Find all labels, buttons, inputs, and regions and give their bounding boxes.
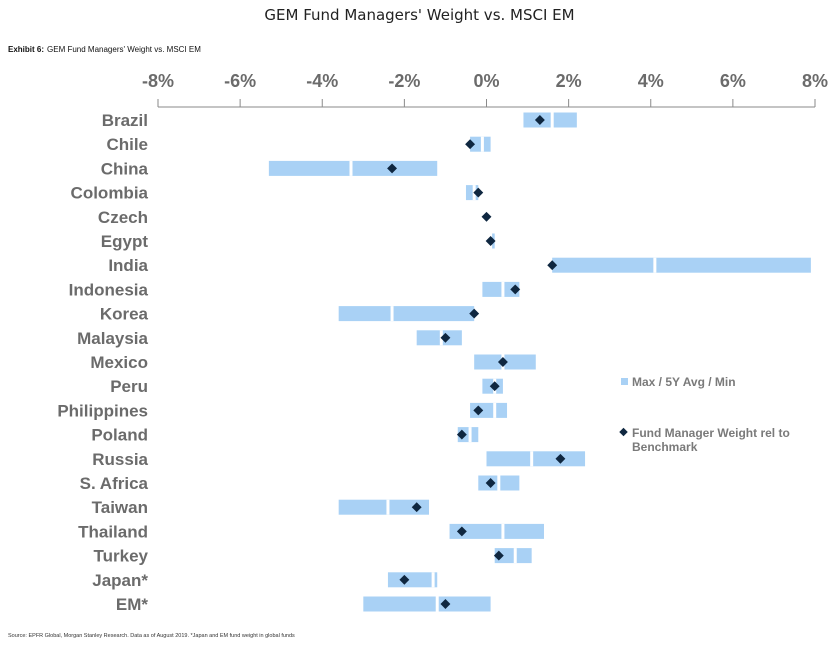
category-label: Poland [91, 426, 148, 445]
category-label: Taiwan [92, 498, 148, 517]
category-label: Chile [106, 135, 148, 154]
range-bar [338, 499, 430, 515]
exhibit-label: Exhibit 6: [8, 45, 45, 54]
weight-marker [534, 115, 545, 125]
weight-marker [555, 453, 566, 464]
exhibit-text: GEM Fund Managers' Weight vs. MSCI EM [47, 45, 201, 54]
weight-marker [485, 236, 496, 246]
legend-marker-label-2: Benchmark [632, 440, 698, 454]
category-label: Thailand [78, 522, 148, 541]
weight-marker [547, 260, 558, 271]
page-title: GEM Fund Managers' Weight vs. MSCI EM [264, 6, 575, 24]
category-label: Egypt [101, 232, 149, 251]
category-label: Philippines [57, 401, 148, 420]
range-bar [482, 281, 520, 297]
legend-marker-label-1: Fund Manager Weight rel to [632, 426, 790, 440]
category-label: Japan* [92, 571, 148, 590]
weight-marker [489, 381, 500, 392]
weight-markers [387, 115, 566, 609]
x-axis-ticks: -8% -6% -4% -2% 0% 2% 4% 6% 8% [142, 71, 828, 107]
legend-range-swatch [621, 378, 628, 385]
category-label: S. Africa [80, 474, 149, 493]
category-label: Russia [92, 450, 148, 469]
weight-marker [493, 550, 504, 561]
weight-marker [497, 357, 508, 367]
source-note: Source: EPFR Global, Morgan Stanley Rese… [8, 633, 295, 639]
weight-marker [510, 284, 521, 295]
range-bar [449, 523, 544, 539]
x-tick-label: -2% [388, 71, 420, 91]
range-bars [268, 112, 811, 612]
category-label: Korea [100, 305, 149, 324]
category-label: Turkey [94, 547, 149, 566]
x-tick-label: -6% [224, 71, 256, 91]
weight-marker [440, 599, 451, 609]
range-bar [523, 112, 577, 128]
range-bar [363, 596, 491, 612]
category-label: Colombia [71, 184, 149, 203]
range-bar [387, 572, 438, 588]
weight-marker [440, 332, 451, 343]
range-bar [470, 136, 491, 152]
weight-marker [481, 211, 492, 222]
weight-marker [399, 574, 410, 585]
range-bar [552, 257, 811, 273]
category-label: Brazil [102, 111, 148, 130]
category-label: Peru [110, 377, 148, 396]
legend-range-label: Max / 5Y Avg / Min [632, 375, 736, 389]
weight-marker [485, 478, 496, 488]
weight-marker [456, 526, 467, 537]
weight-marker [473, 405, 484, 416]
range-bar [416, 330, 462, 346]
legend: Max / 5Y Avg / Min Fund Manager Weight r… [619, 375, 790, 454]
x-tick-label: 2% [556, 71, 582, 91]
category-label: Mexico [90, 353, 148, 372]
category-label: Indonesia [69, 280, 149, 299]
x-tick-label: 8% [802, 71, 828, 91]
x-tick-label: 4% [638, 71, 664, 91]
x-tick-label: -8% [142, 71, 174, 91]
exhibit-caption: Exhibit 6: GEM Fund Managers' Weight vs. … [8, 45, 201, 54]
category-label: Czech [98, 208, 148, 227]
weight-marker [411, 502, 422, 513]
weight-marker [456, 429, 467, 440]
range-bar [268, 160, 438, 176]
weight-marker [387, 163, 398, 174]
category-label: EM* [116, 595, 149, 614]
category-label: China [101, 159, 149, 178]
weight-marker [469, 308, 480, 319]
category-label: Malaysia [77, 329, 148, 348]
weight-marker [465, 139, 476, 150]
legend-marker-swatch [619, 427, 628, 437]
range-bar [486, 451, 586, 467]
category-label: India [108, 256, 148, 275]
range-bar [494, 548, 532, 564]
x-tick-label: 6% [720, 71, 746, 91]
category-labels: Brazil Chile China Colombia Czech Egypt India I… [57, 111, 148, 614]
range-bar [338, 306, 475, 322]
x-tick-label: 0% [473, 71, 499, 91]
x-tick-label: -4% [306, 71, 338, 91]
weight-marker [473, 187, 484, 198]
